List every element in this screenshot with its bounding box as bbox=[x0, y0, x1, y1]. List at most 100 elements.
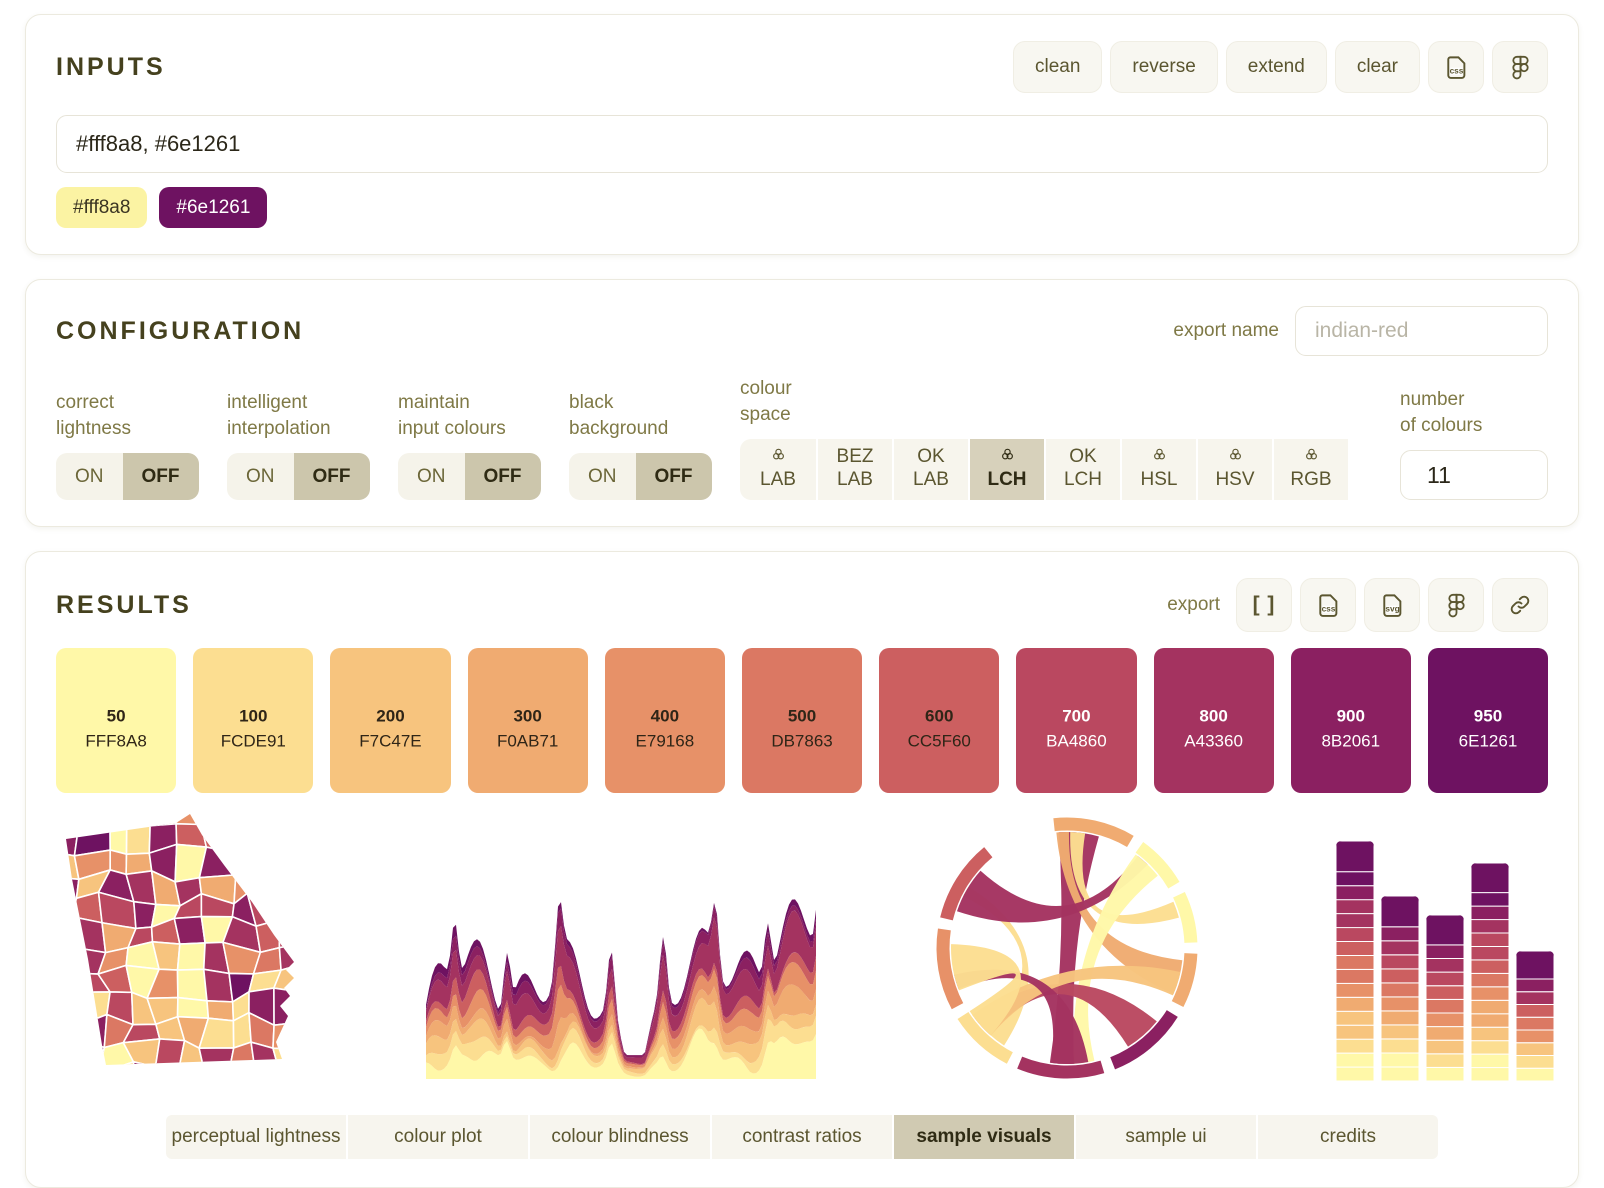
colour-space-lab[interactable]: LAB bbox=[740, 439, 816, 500]
sample-choropleth-map bbox=[66, 814, 294, 1065]
swatch-step: 500 bbox=[787, 706, 817, 726]
on-off-toggle[interactable]: ON OFF bbox=[227, 453, 370, 500]
number-of-colours-input[interactable] bbox=[1400, 450, 1548, 500]
on-off-toggle[interactable]: ON OFF bbox=[56, 453, 199, 500]
colour-space-label: colour space bbox=[740, 378, 792, 425]
svg-text:css: css bbox=[1321, 603, 1335, 613]
toggle-black: black background ON OFF bbox=[569, 390, 740, 500]
swatch-step: 950 bbox=[1473, 706, 1503, 726]
tab-credits[interactable]: credits bbox=[1256, 1115, 1438, 1159]
swatch-hex: FCDE91 bbox=[220, 731, 286, 751]
swatch-hex: CC5F60 bbox=[907, 731, 971, 751]
toggle-maintain: maintain input colours ON OFF bbox=[398, 390, 569, 500]
toggle-groups: correct lightness ON OFF intelligent interp… bbox=[56, 390, 740, 500]
sample-chord-diagram bbox=[936, 817, 1198, 1079]
export-svg-file-button[interactable]: svg bbox=[1364, 578, 1420, 632]
swatch-950[interactable]: 950 6E1261 bbox=[1427, 648, 1549, 793]
swatch-800[interactable]: 800 A43360 bbox=[1153, 648, 1274, 793]
swatch-200[interactable]: 200 F7C47E bbox=[330, 648, 451, 793]
tab-contrast-ratios[interactable]: contrast ratios bbox=[710, 1115, 892, 1159]
swatch-step: 100 bbox=[239, 706, 268, 726]
inputs-actions: clean reverse extend clear css bbox=[1012, 41, 1548, 93]
on-off-toggle[interactable]: ON OFF bbox=[398, 453, 541, 500]
reverse-button[interactable]: reverse bbox=[1110, 41, 1218, 93]
clean-button[interactable]: clean bbox=[1012, 41, 1103, 93]
swatch-step: 50 bbox=[106, 706, 126, 726]
svg-text:svg: svg bbox=[1385, 603, 1399, 613]
colour-space-rgb[interactable]: RGB bbox=[1272, 439, 1348, 500]
svg-text:css: css bbox=[1449, 65, 1463, 75]
tab-sample-visuals[interactable]: sample visuals bbox=[892, 1115, 1074, 1159]
tab-colour-blindness[interactable]: colour blindness bbox=[528, 1115, 710, 1159]
results-tabbar: perceptual lightness colour plot colour bl… bbox=[166, 1115, 1438, 1159]
export-figma-button[interactable] bbox=[1428, 578, 1484, 632]
swatch-hex: DB7863 bbox=[771, 731, 833, 751]
swatch-hex: A43360 bbox=[1184, 731, 1243, 751]
colour-space-bez-lab[interactable]: BEZ LAB bbox=[816, 439, 892, 500]
swatch-step: 200 bbox=[376, 706, 405, 726]
swatch-hex: 6E1261 bbox=[1458, 731, 1518, 751]
export-actions: [ ] css svg bbox=[1236, 578, 1548, 632]
results-panel: RESULTS export [ ] css svg 50 FFF8A8 100… bbox=[25, 551, 1579, 1188]
inputs-panel: INPUTS clean reverse extend clear css #fff8… bbox=[25, 14, 1579, 255]
sample-visuals bbox=[56, 807, 1554, 1099]
swatch-400[interactable]: 400 E79168 bbox=[604, 648, 725, 793]
export-array-button[interactable]: [ ] bbox=[1236, 578, 1292, 632]
colour-space-ok-lab[interactable]: OK LAB bbox=[892, 439, 968, 500]
swatch-step: 800 bbox=[1199, 706, 1228, 726]
configuration-title: CONFIGURATION bbox=[56, 316, 305, 345]
number-of-colours-label: number of colours bbox=[1400, 389, 1483, 436]
swatch-hex: F0AB71 bbox=[496, 731, 559, 751]
colour-input[interactable] bbox=[56, 115, 1548, 173]
configuration-panel: CONFIGURATION export name correctlightne… bbox=[25, 279, 1579, 527]
swatch-900[interactable]: 900 8B2061 bbox=[1290, 648, 1411, 793]
swatch-step: 300 bbox=[513, 706, 542, 726]
toggle-label: intelligent interpolation bbox=[227, 392, 331, 439]
sample-stream-graph bbox=[426, 899, 816, 1079]
colour-space-lch[interactable]: LCH bbox=[968, 439, 1044, 500]
colour-chip[interactable]: #fff8a8 bbox=[56, 187, 148, 228]
swatch-hex: BA4860 bbox=[1046, 731, 1107, 751]
export-css-file-button[interactable]: css bbox=[1300, 578, 1356, 632]
swatch-step: 900 bbox=[1336, 706, 1365, 726]
palette-swatches: 50 FFF8A8 100 FCDE91 200 F7C47E 300 F0AB… bbox=[56, 648, 1549, 793]
swatch-500[interactable]: 500 DB7863 bbox=[741, 648, 863, 793]
colour-space-hsl[interactable]: HSL bbox=[1120, 439, 1196, 500]
swatch-600[interactable]: 600 CC5F60 bbox=[879, 648, 1000, 793]
swatch-100[interactable]: 100 FCDE91 bbox=[193, 648, 314, 793]
colour-chip[interactable]: #6e1261 bbox=[159, 187, 268, 228]
sample-bar-chart bbox=[1336, 841, 1554, 1081]
swatch-700[interactable]: 700 BA4860 bbox=[1016, 648, 1137, 793]
tab-perceptual-lightness[interactable]: perceptual lightness bbox=[171, 1126, 341, 1147]
input-colour-chips: #fff8a8 #6e1261 bbox=[56, 187, 1548, 228]
swatch-300[interactable]: 300 F0AB71 bbox=[467, 648, 588, 793]
swatch-hex: 8B2061 bbox=[1321, 731, 1381, 751]
figma-button[interactable] bbox=[1492, 41, 1548, 93]
css-file-button[interactable]: css bbox=[1428, 41, 1484, 93]
swatch-step: 600 bbox=[925, 706, 954, 726]
swatch-step: 700 bbox=[1062, 706, 1091, 726]
swatch-hex: E79168 bbox=[635, 731, 695, 751]
toggle-correct: correct lightness ON OFF bbox=[56, 390, 227, 500]
on-off-toggle[interactable]: ON OFF bbox=[569, 453, 712, 500]
toggle-intelligent: intelligent interpolation ON OFF bbox=[227, 390, 398, 500]
export-link-button[interactable] bbox=[1492, 578, 1548, 632]
colour-space-group: colour space LAB BEZ LAB OK LAB LCH OK LCH HSL… bbox=[740, 376, 1368, 500]
toggle-label: maintain input colours bbox=[398, 392, 506, 439]
swatch-step: 400 bbox=[650, 706, 680, 726]
export-label: export bbox=[1167, 594, 1220, 615]
tab-colour-plot[interactable]: colour plot bbox=[346, 1115, 528, 1159]
swatch-50[interactable]: 50 FFF8A8 bbox=[56, 648, 177, 793]
toggle-label: black background bbox=[569, 392, 669, 439]
tab-sample-ui[interactable]: sample ui bbox=[1074, 1115, 1256, 1159]
colour-space-hsv[interactable]: HSV bbox=[1196, 439, 1272, 500]
colour-space-ok-lch[interactable]: OK LCH bbox=[1044, 439, 1120, 500]
export-name-input[interactable] bbox=[1295, 306, 1548, 356]
swatch-hex: F7C47E bbox=[359, 731, 422, 751]
toggle-label: correct lightness bbox=[56, 392, 131, 439]
extend-button[interactable]: extend bbox=[1225, 41, 1327, 93]
inputs-title: INPUTS bbox=[56, 52, 166, 81]
results-title: RESULTS bbox=[56, 590, 192, 619]
clear-button[interactable]: clear bbox=[1334, 41, 1420, 93]
export-name-label: export name bbox=[1173, 320, 1279, 341]
